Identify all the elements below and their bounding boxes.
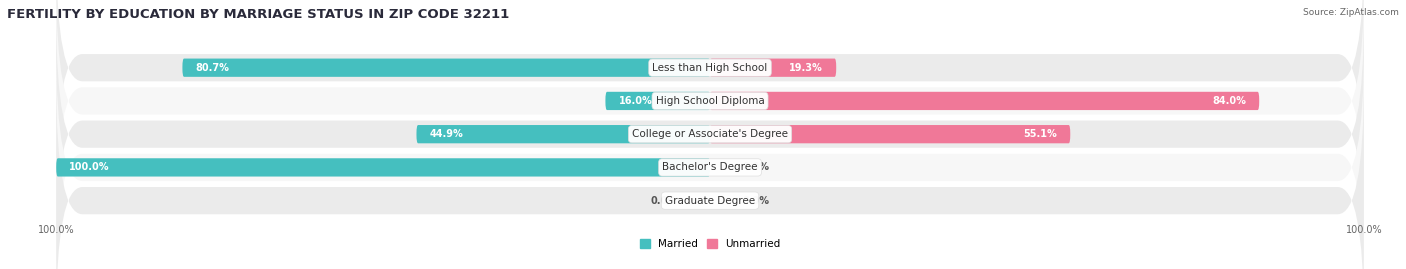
Text: High School Diploma: High School Diploma [655, 96, 765, 106]
Text: 55.1%: 55.1% [1024, 129, 1057, 139]
FancyBboxPatch shape [606, 92, 710, 110]
Text: Graduate Degree: Graduate Degree [665, 196, 755, 206]
FancyBboxPatch shape [710, 59, 837, 77]
Text: 100.0%: 100.0% [69, 162, 110, 172]
Legend: Married, Unmarried: Married, Unmarried [636, 235, 785, 253]
Text: FERTILITY BY EDUCATION BY MARRIAGE STATUS IN ZIP CODE 32211: FERTILITY BY EDUCATION BY MARRIAGE STATU… [7, 8, 509, 21]
Text: 0.0%: 0.0% [742, 162, 769, 172]
FancyBboxPatch shape [710, 92, 1260, 110]
Text: 80.7%: 80.7% [195, 63, 229, 73]
Text: 84.0%: 84.0% [1212, 96, 1246, 106]
FancyBboxPatch shape [56, 15, 1364, 253]
Text: College or Associate's Degree: College or Associate's Degree [633, 129, 787, 139]
Text: Less than High School: Less than High School [652, 63, 768, 73]
Text: Bachelor's Degree: Bachelor's Degree [662, 162, 758, 172]
FancyBboxPatch shape [183, 59, 710, 77]
FancyBboxPatch shape [56, 158, 710, 176]
Text: 16.0%: 16.0% [619, 96, 652, 106]
FancyBboxPatch shape [56, 0, 1364, 220]
FancyBboxPatch shape [56, 48, 1364, 269]
Text: 19.3%: 19.3% [789, 63, 823, 73]
FancyBboxPatch shape [56, 0, 1364, 187]
Text: Source: ZipAtlas.com: Source: ZipAtlas.com [1303, 8, 1399, 17]
FancyBboxPatch shape [416, 125, 710, 143]
FancyBboxPatch shape [56, 81, 1364, 269]
Text: 0.0%: 0.0% [651, 196, 678, 206]
Text: 0.0%: 0.0% [742, 196, 769, 206]
Text: 44.9%: 44.9% [430, 129, 464, 139]
FancyBboxPatch shape [710, 125, 1070, 143]
